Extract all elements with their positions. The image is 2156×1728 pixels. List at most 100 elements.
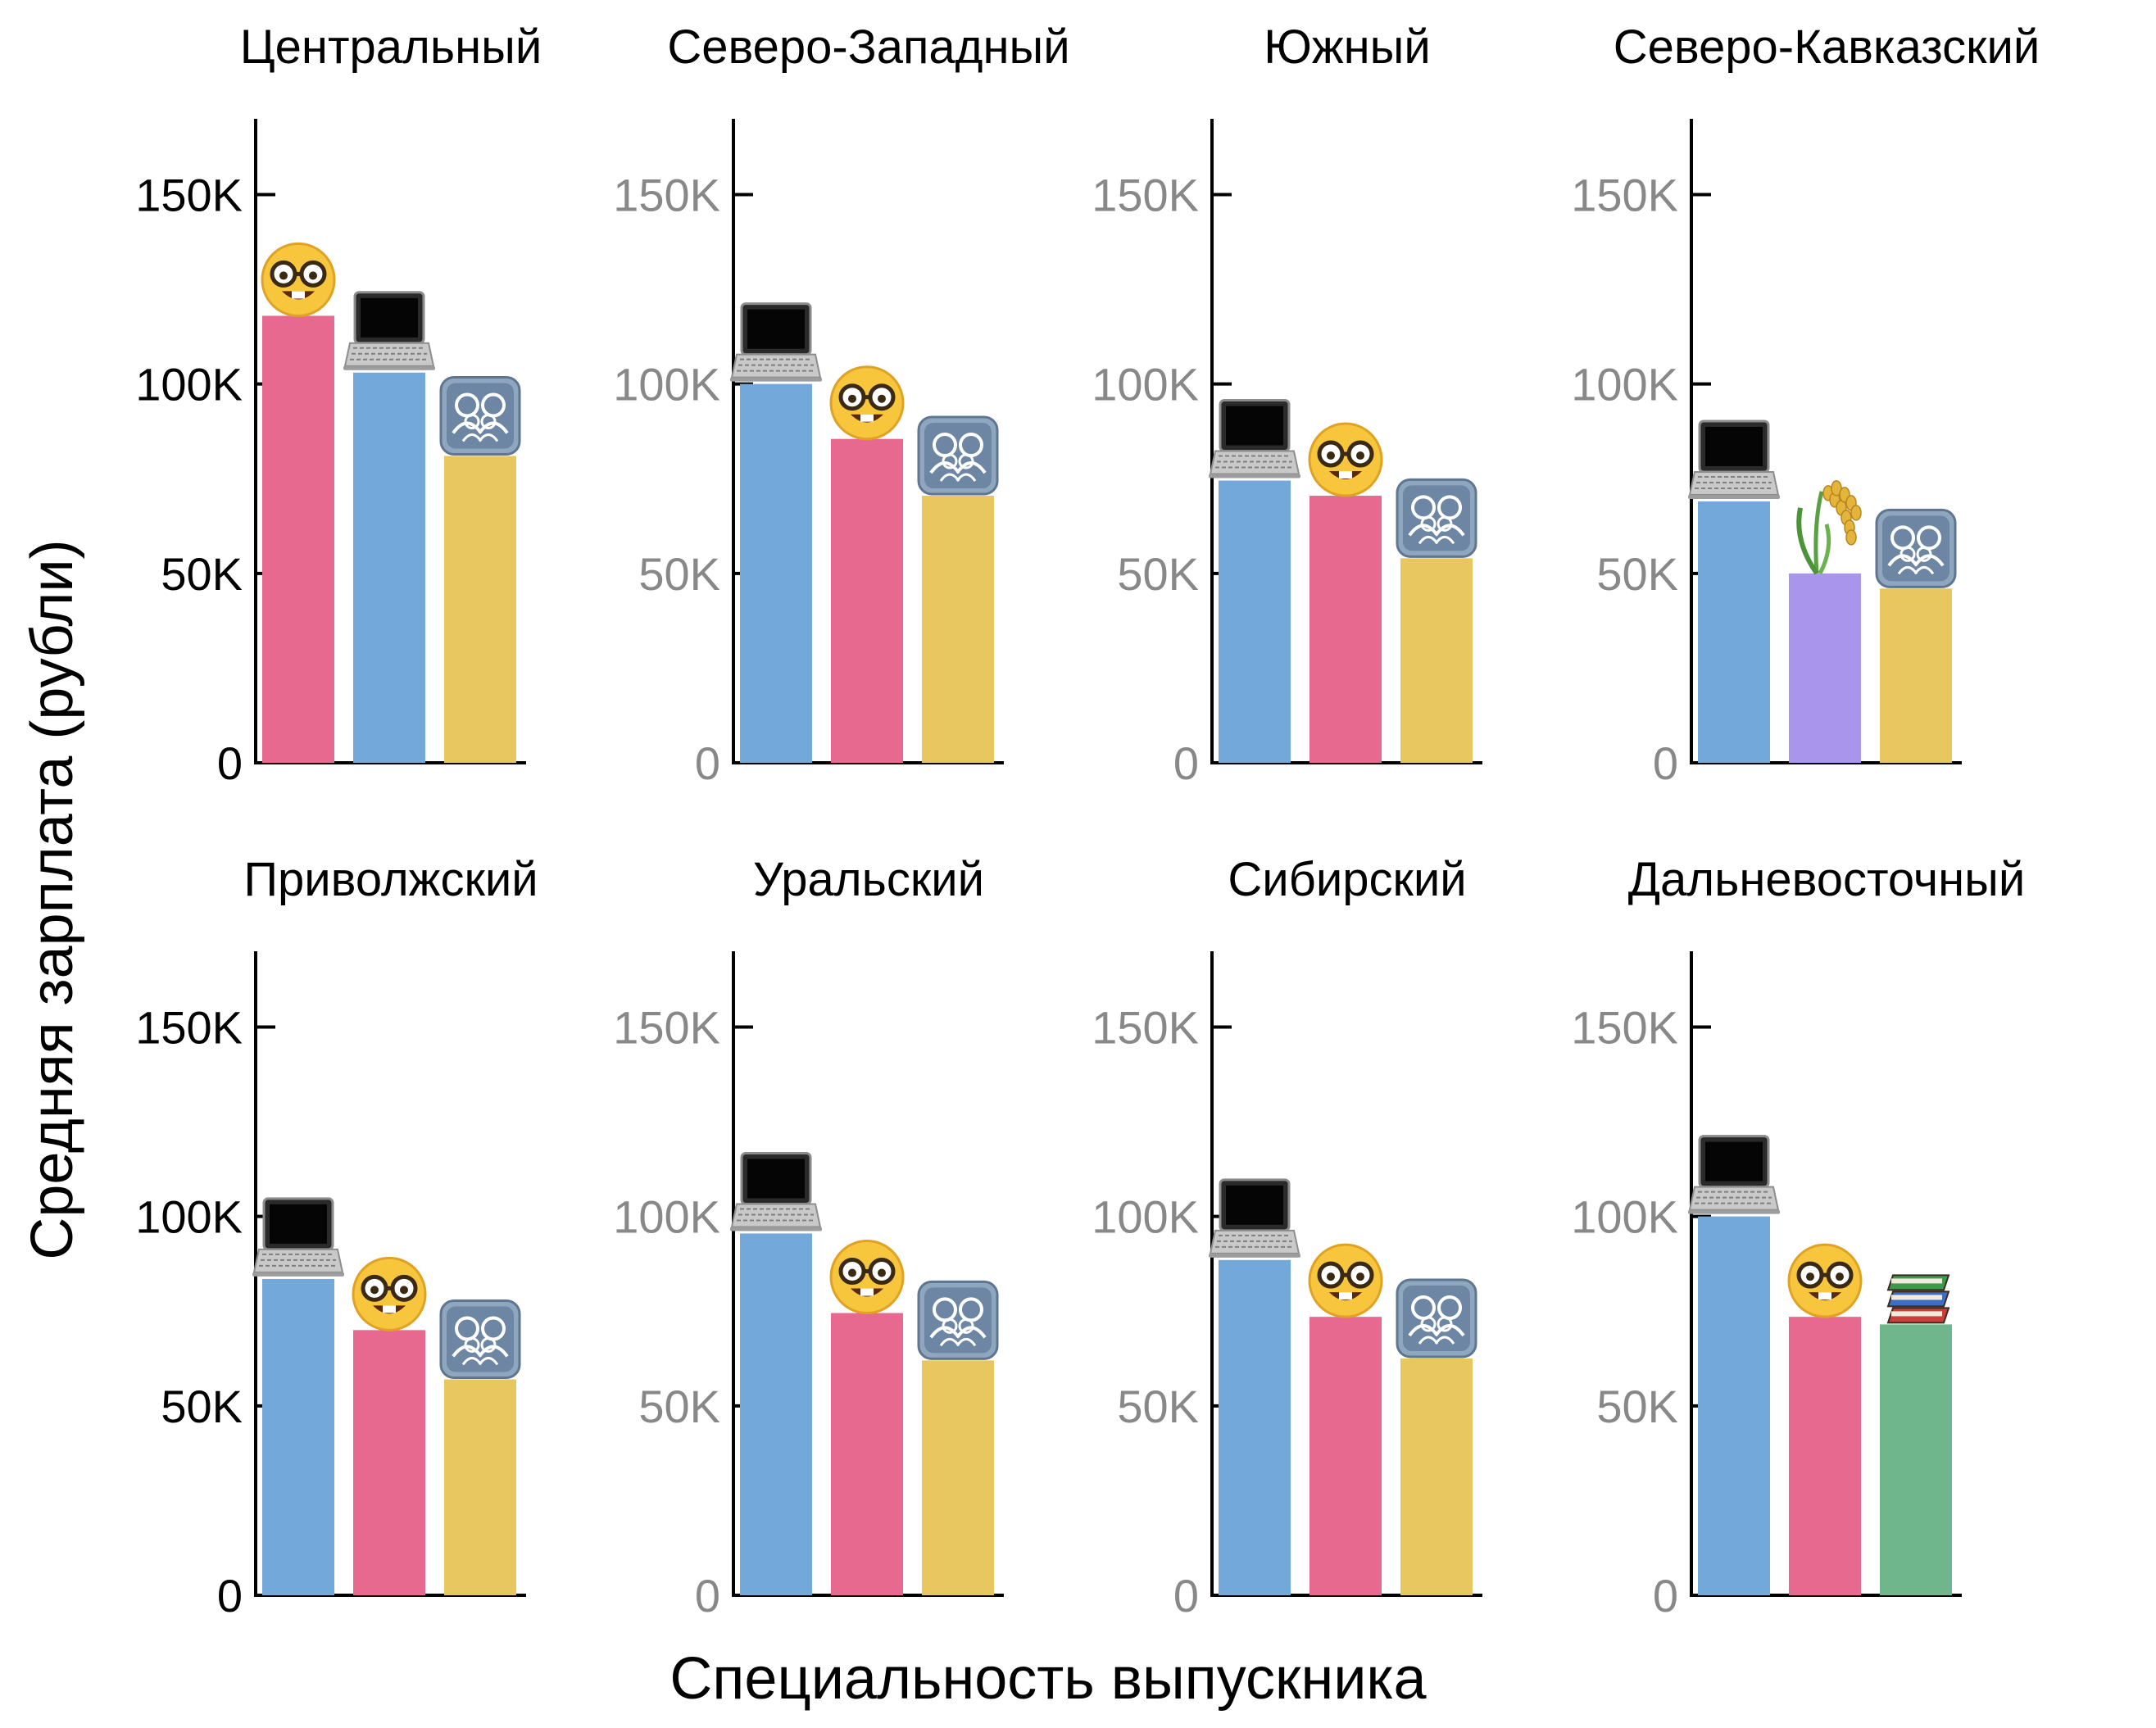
panel-title: Центральный bbox=[240, 20, 542, 74]
y-tick-label: 150K bbox=[1092, 169, 1199, 220]
nerd-face-icon bbox=[1308, 422, 1383, 497]
bar bbox=[740, 383, 812, 763]
nerd-face-icon bbox=[1787, 1243, 1863, 1318]
x-axis-title: Специальность выпускника bbox=[669, 1646, 1427, 1712]
y-tick-label: 100K bbox=[613, 1191, 720, 1243]
y-tick-label: 50K bbox=[1596, 548, 1678, 600]
y-tick-label: 50K bbox=[1596, 1381, 1678, 1432]
laptop-icon bbox=[1209, 399, 1300, 478]
nerd-face-icon bbox=[1308, 1243, 1383, 1318]
bar bbox=[831, 1313, 903, 1595]
people-icon bbox=[1396, 1278, 1477, 1358]
laptop-icon bbox=[1688, 1135, 1780, 1214]
books-icon bbox=[1886, 1274, 1950, 1324]
panel: Приволжский 0 50K 100K 150K bbox=[135, 853, 538, 1621]
panel-title: Северо-Кавказский bbox=[1614, 20, 2040, 74]
y-tick-label: 150K bbox=[1571, 1001, 1678, 1053]
rice-icon bbox=[1796, 480, 1862, 575]
laptop-icon bbox=[343, 291, 435, 370]
bar bbox=[740, 1233, 812, 1595]
panel: Сибирский 0 50K 100K 150K bbox=[1092, 853, 1482, 1621]
nerd-face-icon bbox=[829, 365, 905, 441]
bar bbox=[444, 1379, 516, 1595]
bar bbox=[1219, 1259, 1291, 1595]
y-tick-label: 0 bbox=[695, 1570, 720, 1621]
bar bbox=[1400, 1358, 1473, 1595]
nerd-face-icon bbox=[261, 242, 336, 317]
bar bbox=[1309, 1317, 1382, 1595]
bar bbox=[1789, 1317, 1861, 1595]
y-tick-label: 0 bbox=[1653, 1570, 1678, 1621]
panel-title: Сибирский bbox=[1228, 853, 1466, 906]
y-tick-label: 0 bbox=[1653, 737, 1678, 789]
y-tick-label: 100K bbox=[1571, 1191, 1678, 1243]
y-tick-label: 150K bbox=[613, 1001, 720, 1053]
people-icon bbox=[1396, 478, 1477, 558]
y-tick-label: 100K bbox=[135, 1191, 243, 1243]
bar bbox=[444, 456, 516, 763]
y-tick-label: 50K bbox=[161, 1381, 243, 1432]
bar bbox=[1880, 588, 1952, 763]
panel: Северо-Западный 0 50K 100K 150K bbox=[613, 20, 1069, 789]
y-tick-label: 0 bbox=[217, 737, 243, 789]
y-tick-label: 100K bbox=[1571, 359, 1678, 410]
bar bbox=[1219, 480, 1291, 763]
laptop-icon bbox=[730, 1151, 822, 1231]
panel: Северо-Кавказский 0 50K 100K 150K bbox=[1571, 20, 2040, 789]
y-tick-label: 0 bbox=[695, 737, 720, 789]
bar bbox=[262, 315, 334, 763]
y-tick-label: 150K bbox=[613, 169, 720, 220]
panel-title: Южный bbox=[1264, 20, 1431, 74]
bar bbox=[1698, 1216, 1770, 1595]
nerd-face-icon bbox=[352, 1256, 427, 1331]
y-tick-label: 50K bbox=[638, 548, 720, 600]
nerd-face-icon bbox=[829, 1240, 905, 1315]
people-icon bbox=[439, 375, 521, 456]
bar bbox=[922, 496, 994, 763]
bar bbox=[353, 372, 425, 763]
y-tick-label: 150K bbox=[135, 1001, 243, 1053]
bar bbox=[1789, 573, 1861, 763]
bar bbox=[1400, 558, 1473, 763]
y-tick-label: 0 bbox=[1173, 1570, 1199, 1621]
people-icon bbox=[439, 1299, 521, 1379]
bar bbox=[1880, 1324, 1952, 1595]
panel: Уральский 0 50K 100K 150K bbox=[613, 853, 1004, 1621]
panel-title: Приволжский bbox=[243, 853, 538, 906]
bar bbox=[1698, 501, 1770, 763]
bar bbox=[262, 1278, 334, 1595]
bar bbox=[831, 438, 903, 763]
bar bbox=[353, 1330, 425, 1595]
y-tick-label: 150K bbox=[1092, 1001, 1199, 1053]
panels: Центральный 0 50K 100K 150K Северо-Западный 0 5… bbox=[135, 20, 2040, 1621]
y-tick-label: 0 bbox=[217, 1570, 243, 1621]
bar bbox=[922, 1360, 994, 1595]
y-tick-label: 150K bbox=[135, 169, 243, 220]
y-tick-label: 0 bbox=[1173, 737, 1199, 789]
y-tick-label: 50K bbox=[638, 1381, 720, 1432]
people-icon bbox=[917, 415, 999, 496]
y-tick-label: 100K bbox=[1092, 1191, 1199, 1243]
laptop-icon bbox=[1209, 1178, 1300, 1258]
laptop-icon bbox=[730, 302, 822, 382]
y-tick-label: 100K bbox=[613, 359, 720, 410]
panel: Южный 0 50K 100K 150K bbox=[1092, 20, 1482, 789]
bar bbox=[1309, 496, 1382, 763]
panel-title: Уральский bbox=[753, 853, 984, 906]
panel-title: Дальневосточный bbox=[1628, 853, 2026, 906]
y-tick-label: 50K bbox=[1117, 1381, 1199, 1432]
y-tick-label: 100K bbox=[1092, 359, 1199, 410]
panel: Центральный 0 50K 100K 150K bbox=[135, 20, 542, 789]
laptop-icon bbox=[252, 1197, 344, 1277]
laptop-icon bbox=[1688, 420, 1780, 499]
y-tick-label: 50K bbox=[161, 548, 243, 600]
y-tick-label: 150K bbox=[1571, 169, 1678, 220]
y-tick-label: 100K bbox=[135, 359, 243, 410]
y-tick-label: 50K bbox=[1117, 548, 1199, 600]
y-axis-title: Средняя зарплата (рубли) bbox=[20, 539, 85, 1259]
people-icon bbox=[917, 1280, 999, 1360]
panel: Дальневосточный 0 50K 100K 150K bbox=[1571, 853, 2025, 1621]
panel-title: Северо-Западный bbox=[667, 20, 1069, 74]
people-icon bbox=[1875, 508, 1957, 588]
